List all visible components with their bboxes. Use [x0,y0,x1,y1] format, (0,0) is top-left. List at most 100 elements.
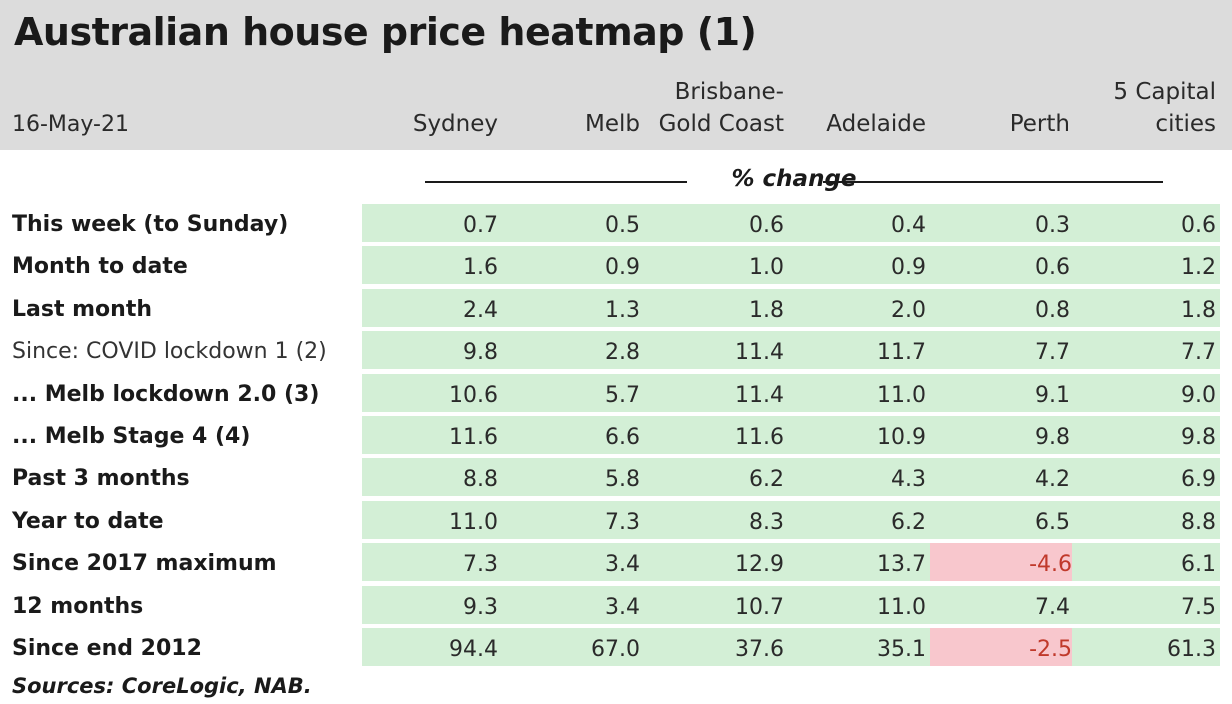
cell-value: 7.7 [1181,340,1216,366]
row-background [362,331,1220,370]
cell-value: 6.6 [605,425,640,450]
cell-value: 11.7 [877,340,926,366]
cell-value: 0.5 [605,213,640,238]
cell-value: 4.2 [1035,467,1070,493]
header-band [0,0,1232,150]
cell-value: 6.9 [1181,467,1216,493]
row-background [362,204,1220,242]
cell-value: 0.6 [1181,213,1216,238]
cell-value: 8.8 [1181,509,1216,535]
cell-value: 94.4 [449,637,498,662]
cell-value: 8.8 [463,467,498,493]
row-background [362,373,1220,412]
cell-value: 0.9 [891,255,926,281]
cell-value: 0.8 [1035,297,1070,323]
cell-value: 9.1 [1035,382,1070,408]
row-background [362,585,1220,624]
cell-value: 13.7 [877,552,926,578]
column-header-line2: Sydney [412,111,498,137]
column-header-line2: Perth [1009,111,1070,137]
cell-value: 1.3 [605,297,640,323]
column-header-line1: Brisbane- [674,79,784,105]
cell-value: 7.5 [1181,594,1216,620]
cell-value: 5.7 [605,382,640,408]
cell-value: 10.9 [877,425,926,450]
column-header: Sydney [328,76,498,140]
cell-value: 61.3 [1167,637,1216,662]
cell-value: 9.8 [1035,425,1070,450]
cell-value: 3.4 [605,594,640,620]
subheader-rule-left [425,181,687,183]
cell-value: 7.4 [1035,594,1070,620]
cell-value: 11.0 [877,382,926,408]
cell-value: 0.9 [605,255,640,281]
cell-value: 1.2 [1181,255,1216,281]
cell-value: 9.3 [463,594,498,620]
row-label: Past 3 months [12,466,190,492]
column-header: Brisbane- Gold Coast [614,76,784,140]
cell-value: 2.8 [605,340,640,366]
cell-value: 11.0 [877,594,926,620]
cell-value: 0.6 [1035,255,1070,281]
row-label: Since: COVID lockdown 1 (2) [12,339,327,365]
row-background [362,416,1220,454]
row-background [362,288,1220,327]
row-background [362,543,1220,582]
cell-value: 9.0 [1181,382,1216,408]
column-header: Perth [900,76,1070,140]
cell-value: 1.8 [1181,297,1216,323]
column-header-line1 [900,76,1070,108]
cell-value: 7.3 [605,509,640,535]
cell-value: 0.6 [749,213,784,238]
cell-value: 1.8 [749,297,784,323]
cell-value: 3.4 [605,552,640,578]
column-header-line2: cities [1155,111,1216,137]
cell-value: 5.8 [605,467,640,493]
cell-value: 9.8 [1181,425,1216,450]
cell-value: 2.4 [463,297,498,323]
cell-value: 6.2 [891,509,926,535]
row-background [362,458,1220,497]
cell-value: 7.3 [463,552,498,578]
cell-value: 11.4 [735,340,784,366]
row-label: ... Melb Stage 4 (4) [12,424,251,449]
row-label: 12 months [12,593,144,619]
date-label: 16-May-21 [12,112,129,137]
cell-value: 4.3 [891,467,926,493]
cell-value: 0.7 [463,213,498,238]
column-header-line2: Melb [585,111,640,137]
cell-value: 8.3 [749,509,784,535]
percent-change-subheader: % change [425,166,1163,196]
row-background [362,628,1220,666]
subheader-label: % change [731,166,857,192]
cell-value: 35.1 [877,637,926,662]
cell-value: 11.6 [449,425,498,450]
cell-value: 7.7 [1035,340,1070,366]
cell-value: 1.6 [463,255,498,281]
cell-value: 2.0 [891,297,926,323]
source-note: Sources: CoreLogic, NAB. [12,674,312,698]
cell-value: 6.5 [1035,509,1070,535]
cell-value: 37.6 [735,637,784,662]
row-label: Since 2017 maximum [12,551,277,577]
column-header: Melb [470,76,640,140]
cell-value: 9.8 [463,340,498,366]
column-header-line1: 5 Capital [1113,79,1216,105]
cell-value-negative: -2.5 [930,628,1072,666]
cell-value: 10.6 [449,382,498,408]
column-header-line2: Gold Coast [658,111,784,137]
cell-value-negative: -4.6 [930,543,1072,582]
column-header: 5 Capital cities [1046,76,1216,140]
column-header: Adelaide [756,76,926,140]
cell-value: 11.0 [449,509,498,535]
cell-value: 6.2 [749,467,784,493]
cell-value: 67.0 [591,637,640,662]
row-label: ... Melb lockdown 2.0 (3) [12,381,320,407]
cell-value: 11.6 [735,425,784,450]
row-label: Last month [12,296,153,322]
row-background [362,500,1220,539]
row-label: Since end 2012 [12,636,202,661]
row-background [362,246,1220,285]
column-header-line2: Adelaide [826,111,926,137]
cell-value: 0.3 [1035,213,1070,238]
